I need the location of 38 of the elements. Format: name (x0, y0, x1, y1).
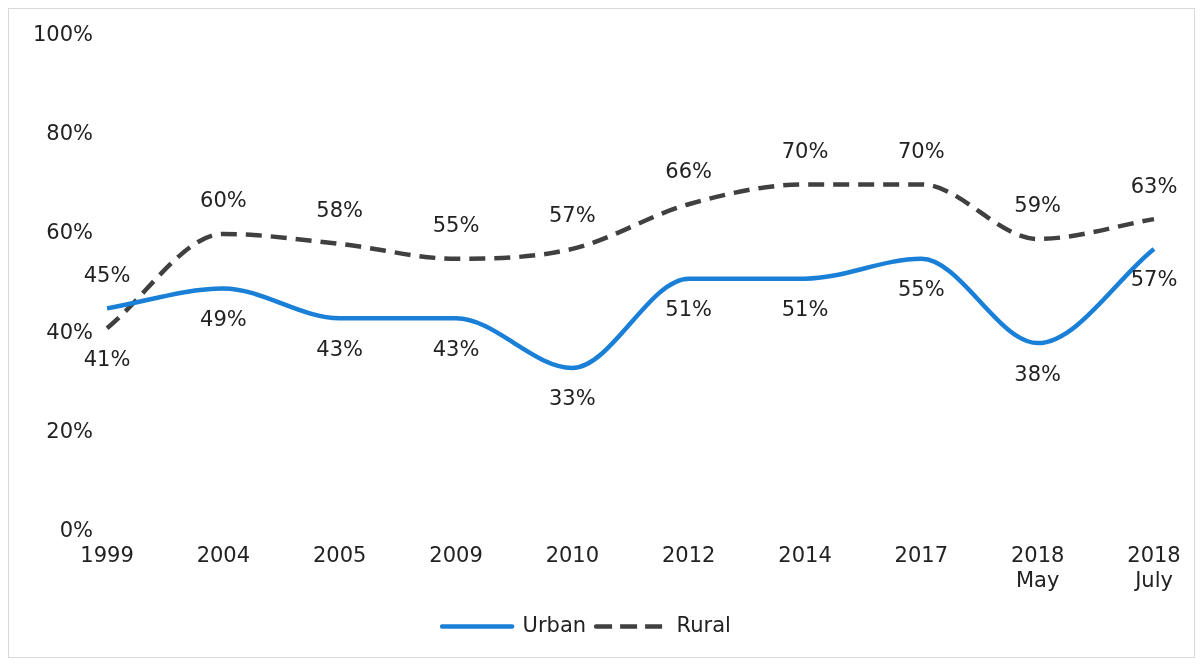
data-label: 63% (1130, 173, 1178, 198)
y-tick-label: 20% (46, 418, 94, 443)
y-tick-label: 100% (32, 22, 94, 47)
legend-label: Rural (676, 612, 731, 637)
data-label: 45% (83, 262, 131, 287)
data-label: 58% (316, 198, 364, 223)
x-tick-label: 2017 (894, 542, 949, 567)
y-tick-label: 0% (59, 518, 94, 543)
data-label: 43% (316, 336, 364, 361)
data-label: 41% (83, 346, 131, 371)
data-label: 55% (432, 213, 480, 238)
data-label: 55% (898, 277, 945, 302)
data-label: 57% (1130, 267, 1178, 292)
legend-label: Urban (522, 612, 587, 637)
x-tick-label: 1999 (80, 542, 134, 567)
data-label: 43% (432, 336, 480, 361)
data-label: 57% (549, 203, 596, 228)
data-label: 49% (200, 307, 247, 332)
data-label: 60% (200, 188, 247, 213)
x-tick-label: 2010 (545, 542, 600, 567)
data-label: 51% (781, 297, 829, 322)
data-label: 33% (549, 386, 596, 411)
data-label: 70% (898, 138, 945, 163)
x-tick-label: 2005 (312, 542, 367, 567)
data-label: 59% (1014, 193, 1062, 218)
data-label: 51% (665, 297, 713, 322)
data-label: 66% (665, 158, 713, 183)
x-tick-label: 2018 July (1127, 542, 1181, 592)
x-tick-label: 2014 (778, 542, 832, 567)
x-tick-label: 2009 (429, 542, 483, 567)
y-tick-label: 40% (46, 319, 94, 344)
data-label: 70% (781, 138, 829, 163)
data-label: 38% (1014, 361, 1062, 386)
y-tick-label: 80% (46, 121, 94, 146)
x-tick-label: 2004 (196, 542, 251, 567)
x-tick-label: 2012 (661, 542, 716, 567)
x-tick-label: 2018 May (1010, 542, 1065, 592)
y-tick-label: 60% (46, 220, 94, 245)
